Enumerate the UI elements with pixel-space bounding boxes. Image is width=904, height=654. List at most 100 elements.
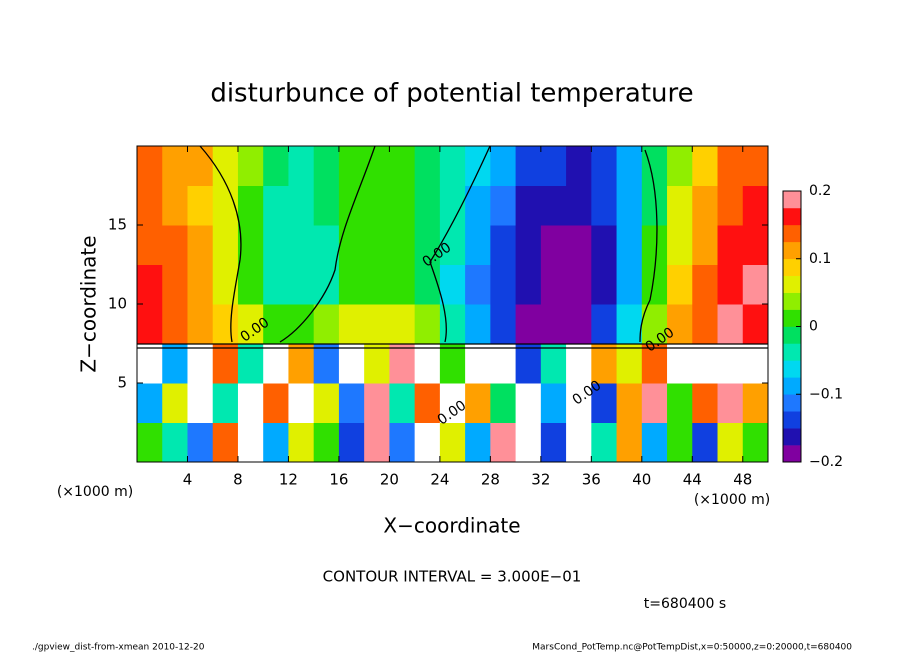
colorbar-segment (783, 207, 801, 226)
cell (187, 383, 214, 423)
cell (137, 343, 163, 384)
cell (288, 383, 315, 423)
cell (162, 422, 188, 463)
cell (641, 422, 668, 463)
cell (263, 146, 289, 186)
cell (515, 343, 542, 384)
colorbar-segment (783, 411, 801, 429)
cell (162, 304, 188, 344)
cell (338, 225, 365, 265)
cell (692, 383, 719, 423)
cell (187, 185, 214, 226)
cell (288, 422, 315, 463)
cell (187, 304, 214, 344)
cell (137, 383, 163, 423)
cell (389, 185, 416, 226)
cell (288, 225, 315, 265)
cell (212, 422, 239, 463)
x-tick-label: 24 (430, 471, 449, 489)
cell (465, 185, 491, 226)
cell (414, 264, 441, 305)
x-tick-label: 32 (531, 471, 550, 489)
cell (616, 383, 643, 423)
cell (212, 343, 239, 384)
cell (162, 343, 188, 384)
time-label: t=680400 s (644, 596, 726, 612)
cell (591, 185, 618, 226)
cell (237, 343, 264, 384)
y-unit: (×1000 m) (57, 484, 133, 500)
cell (490, 383, 517, 423)
colorbar-segment (783, 275, 801, 293)
contour-line (429, 145, 491, 343)
cell (364, 422, 390, 463)
cell (616, 422, 643, 463)
cell (717, 225, 744, 265)
cell (692, 225, 719, 265)
colorbar-segment (783, 428, 801, 446)
y-axis-label: Z−coordinate (77, 235, 101, 372)
cell (616, 225, 643, 265)
cell (717, 343, 744, 384)
cell (540, 185, 567, 226)
cell (338, 304, 365, 344)
contour-line (199, 145, 242, 343)
cell (692, 146, 719, 186)
cell (490, 422, 517, 463)
y-tick-label: 5 (117, 374, 127, 392)
colorbar-segment (783, 258, 801, 276)
cell (641, 383, 668, 423)
cell (591, 264, 618, 305)
cell (515, 264, 542, 305)
cell (137, 225, 163, 265)
cell (263, 343, 289, 384)
cell (566, 343, 592, 384)
cell (288, 185, 315, 226)
x-tick-label: 20 (380, 471, 399, 489)
cell (212, 146, 239, 186)
cell (515, 383, 542, 423)
cell (717, 264, 744, 305)
cell (717, 422, 744, 463)
cell (364, 304, 390, 344)
cell (389, 146, 416, 186)
x-tick-label: 36 (582, 471, 601, 489)
x-tick-label: 12 (279, 471, 298, 489)
cell (490, 185, 517, 226)
cell (439, 383, 466, 423)
cell (591, 422, 618, 463)
cell (414, 383, 441, 423)
cell (137, 422, 163, 463)
cell (313, 185, 340, 226)
colorbar-segment (783, 394, 801, 412)
cell (237, 146, 264, 186)
cell (338, 185, 365, 226)
cell (667, 343, 693, 384)
cell (364, 185, 390, 226)
cell (212, 304, 239, 344)
cell (465, 264, 491, 305)
cell (263, 185, 289, 226)
cell (237, 185, 264, 226)
cell (742, 304, 769, 344)
cell (237, 225, 264, 265)
cell (616, 304, 643, 344)
cell (237, 422, 264, 463)
cell (389, 343, 416, 384)
cell (263, 225, 289, 265)
colorbar-segment (783, 377, 801, 395)
cell (439, 264, 466, 305)
cell (641, 225, 668, 265)
colorbar-segment (783, 241, 801, 260)
cell (263, 264, 289, 305)
cell (591, 146, 618, 186)
cell (288, 343, 315, 384)
colorbar-segment (783, 309, 801, 327)
cell (742, 343, 769, 384)
cell (465, 383, 491, 423)
cell (540, 225, 567, 265)
contour-line (137, 343, 768, 349)
x-tick-label: 16 (329, 471, 348, 489)
cell (162, 185, 188, 226)
